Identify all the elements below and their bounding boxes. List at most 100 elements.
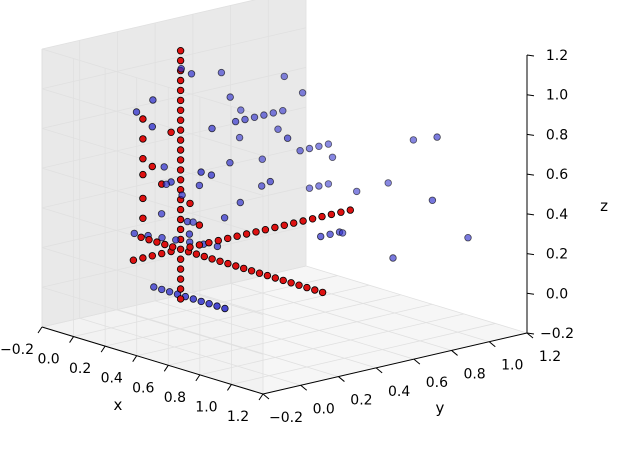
point-blue bbox=[172, 236, 180, 244]
axis-panes bbox=[42, 0, 527, 394]
point-red bbox=[139, 214, 147, 222]
point-blue bbox=[231, 117, 240, 126]
point-blue bbox=[220, 214, 229, 222]
point-blue bbox=[433, 133, 441, 141]
z-tick-mark bbox=[526, 292, 535, 295]
point-blue bbox=[150, 283, 158, 291]
point-red bbox=[216, 257, 224, 265]
point-red bbox=[145, 235, 153, 244]
point-blue bbox=[221, 304, 229, 313]
point-blue bbox=[189, 295, 197, 303]
point-red bbox=[137, 233, 145, 241]
grid-line bbox=[41, 286, 264, 355]
point-blue bbox=[305, 144, 314, 153]
point-blue bbox=[207, 171, 216, 179]
y-tick-label: 1.2 bbox=[539, 349, 561, 365]
grid-line bbox=[73, 275, 338, 337]
grid-line bbox=[230, 283, 452, 351]
point-blue bbox=[177, 64, 185, 73]
grid-line bbox=[168, 303, 433, 366]
point-red bbox=[247, 267, 256, 275]
point-blue bbox=[258, 182, 266, 190]
point-red bbox=[263, 271, 272, 280]
point-red bbox=[176, 176, 185, 184]
point-blue bbox=[280, 72, 288, 81]
grid-line bbox=[136, 294, 401, 357]
z-tick-mark bbox=[526, 173, 535, 176]
point-blue bbox=[260, 111, 268, 119]
point-red bbox=[176, 205, 185, 214]
point-red bbox=[167, 128, 175, 136]
y-tick-mark bbox=[413, 358, 421, 365]
point-blue bbox=[353, 187, 361, 196]
point-blue bbox=[266, 177, 274, 186]
point-red bbox=[176, 225, 185, 234]
point-red bbox=[139, 254, 147, 262]
point-red bbox=[311, 286, 319, 294]
point-blue bbox=[298, 89, 307, 97]
x-axis-label: x bbox=[114, 396, 123, 414]
point-blue bbox=[237, 106, 245, 114]
point-red bbox=[337, 208, 345, 216]
y-tick-label: 0.2 bbox=[350, 393, 372, 409]
point-red bbox=[139, 170, 147, 179]
x-tick-mark bbox=[163, 365, 169, 372]
x-tick-mark bbox=[195, 374, 201, 382]
point-red bbox=[176, 126, 185, 134]
point-red bbox=[271, 274, 279, 282]
grid-line bbox=[41, 128, 264, 196]
point-red bbox=[176, 265, 185, 273]
x-tick-mark bbox=[100, 345, 106, 353]
y-tick-mark bbox=[526, 332, 534, 339]
point-red bbox=[290, 219, 298, 227]
point-blue bbox=[236, 198, 244, 207]
point-red bbox=[318, 288, 327, 297]
x-tick-label: −0.2 bbox=[0, 342, 34, 358]
y-tick-mark bbox=[375, 367, 383, 374]
z-tick-label: 1.0 bbox=[546, 88, 568, 104]
point-blue bbox=[208, 124, 216, 133]
x-tick-label: 1.2 bbox=[227, 409, 249, 425]
x-tick-mark bbox=[227, 384, 232, 391]
point-red bbox=[299, 217, 307, 225]
point-blue bbox=[296, 146, 304, 155]
x-tick-label: 1.0 bbox=[195, 399, 217, 415]
point-blue bbox=[149, 96, 157, 104]
grid-line bbox=[41, 88, 264, 157]
point-red bbox=[139, 115, 147, 123]
point-red bbox=[139, 194, 147, 203]
grid-line bbox=[41, 27, 307, 90]
point-red bbox=[176, 295, 185, 303]
point-blue bbox=[428, 196, 437, 204]
axis-labels: x y z bbox=[114, 197, 609, 417]
point-red bbox=[176, 76, 185, 85]
point-blue bbox=[315, 142, 323, 150]
point-red bbox=[208, 255, 216, 263]
point-red bbox=[186, 199, 194, 208]
x-tick-label: 0.6 bbox=[132, 380, 154, 396]
point-red bbox=[280, 221, 288, 229]
point-red bbox=[205, 238, 213, 247]
point-blue bbox=[326, 230, 334, 238]
point-blue bbox=[157, 285, 166, 294]
y-tick-label: −0.2 bbox=[269, 410, 303, 426]
point-blue bbox=[132, 108, 141, 116]
grid-line bbox=[41, 167, 264, 236]
point-red bbox=[261, 225, 270, 234]
point-blue bbox=[226, 93, 234, 101]
z-tick-mark bbox=[526, 54, 535, 57]
x-tick-mark bbox=[69, 336, 74, 343]
point-red bbox=[287, 279, 295, 287]
point-blue bbox=[148, 122, 156, 131]
point-blue bbox=[217, 68, 226, 77]
point-red bbox=[148, 162, 156, 171]
point-red bbox=[195, 221, 204, 229]
point-red bbox=[176, 136, 185, 144]
grid-line bbox=[199, 313, 464, 376]
point-blue bbox=[305, 184, 314, 192]
grid-line bbox=[231, 323, 496, 385]
grid-line bbox=[305, 265, 528, 334]
grid-line bbox=[117, 309, 339, 377]
point-blue bbox=[205, 300, 213, 308]
point-red bbox=[200, 252, 208, 261]
